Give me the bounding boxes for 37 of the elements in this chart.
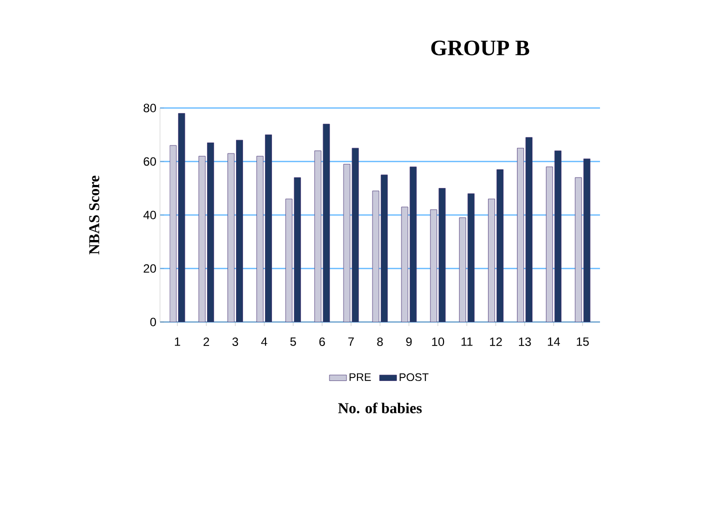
x-tick-label: 5 (290, 338, 296, 346)
bar (468, 193, 475, 322)
x-tick-label: 15 (576, 338, 589, 346)
y-tick-label: 60 (144, 157, 156, 166)
x-tick-label: 3 (232, 338, 238, 346)
bar (496, 169, 504, 322)
x-tick-label: 12 (490, 338, 502, 346)
x-tick-label: 7 (348, 338, 354, 346)
x-tick-label: 6 (319, 338, 325, 346)
legend-label: POST (400, 373, 428, 382)
x-tick-label: 8 (377, 338, 383, 346)
y-tick-label: 20 (144, 264, 156, 273)
legend-label: PRE (350, 373, 371, 381)
bar (526, 137, 532, 322)
x-axis-title: No. of babies (338, 402, 422, 414)
x-tick-label: 11 (462, 338, 472, 346)
x-tick-label: 13 (518, 338, 531, 346)
x-tick-label: 9 (406, 338, 412, 346)
y-tick-label: 40 (143, 210, 156, 220)
bar (294, 177, 301, 322)
y-axis-title: NBAS Score (89, 176, 100, 254)
bar (322, 124, 330, 322)
y-tick-label: 80 (144, 104, 156, 112)
bar (583, 158, 590, 322)
x-tick-label: 4 (261, 338, 268, 346)
x-tick-label: 1 (174, 338, 180, 346)
bar (178, 113, 186, 322)
x-tick-label: 14 (548, 338, 560, 346)
bar (438, 188, 446, 322)
bar (207, 142, 214, 322)
x-tick-label: 10 (432, 338, 444, 346)
bar (236, 140, 243, 322)
chart-title: GROUP B (431, 40, 530, 56)
bar (554, 150, 562, 322)
x-tick-label: 2 (204, 338, 210, 346)
bar (265, 134, 272, 322)
y-tick-label: 0 (150, 318, 156, 326)
